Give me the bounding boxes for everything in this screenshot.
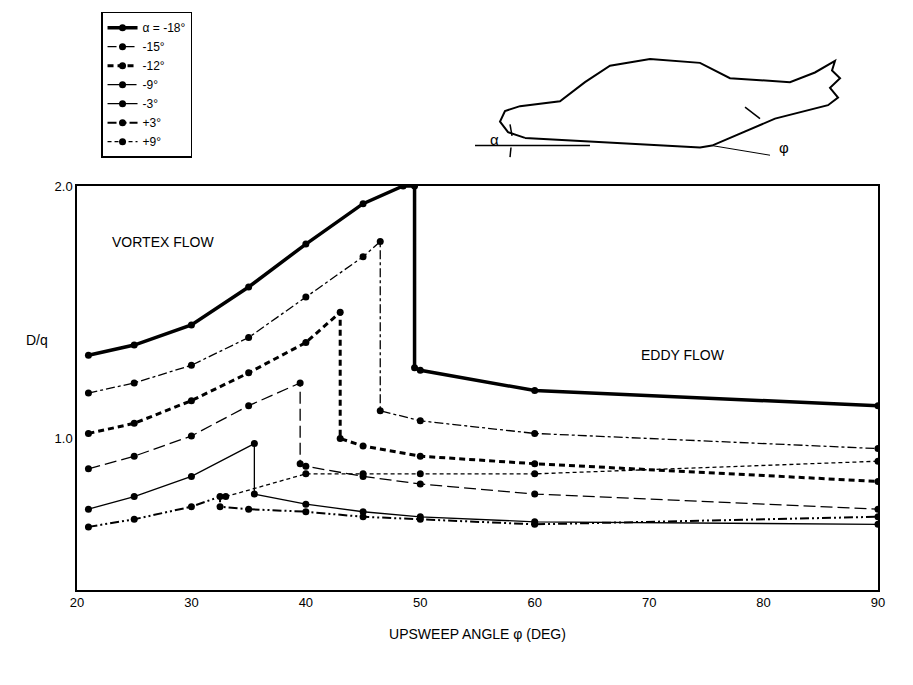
svg-text:40: 40	[299, 595, 313, 610]
svg-text:80: 80	[756, 595, 770, 610]
svg-text:50: 50	[413, 595, 427, 610]
svg-text:α = -18°: α = -18°	[143, 21, 186, 35]
svg-text:-15°: -15°	[143, 40, 165, 54]
svg-text:70: 70	[642, 595, 656, 610]
svg-text:-9°: -9°	[143, 78, 159, 92]
svg-text:VORTEX FLOW: VORTEX FLOW	[112, 234, 214, 250]
svg-text:30: 30	[184, 595, 198, 610]
svg-text:+9°: +9°	[143, 135, 162, 149]
svg-text:60: 60	[527, 595, 541, 610]
svg-text:-3°: -3°	[143, 97, 159, 111]
svg-text:20: 20	[70, 595, 84, 610]
svg-text:1.0: 1.0	[55, 431, 73, 446]
svg-text:D/q: D/q	[26, 332, 48, 348]
svg-text:90: 90	[871, 595, 885, 610]
svg-text:UPSWEEP ANGLE φ (DEG): UPSWEEP ANGLE φ (DEG)	[389, 626, 566, 642]
svg-text:+3°: +3°	[143, 116, 162, 130]
svg-text:φ: φ	[779, 139, 789, 156]
svg-text:α: α	[490, 131, 499, 148]
svg-text:2.0: 2.0	[55, 179, 73, 194]
svg-text:-12°: -12°	[143, 59, 165, 73]
svg-text:EDDY FLOW: EDDY FLOW	[641, 347, 725, 363]
